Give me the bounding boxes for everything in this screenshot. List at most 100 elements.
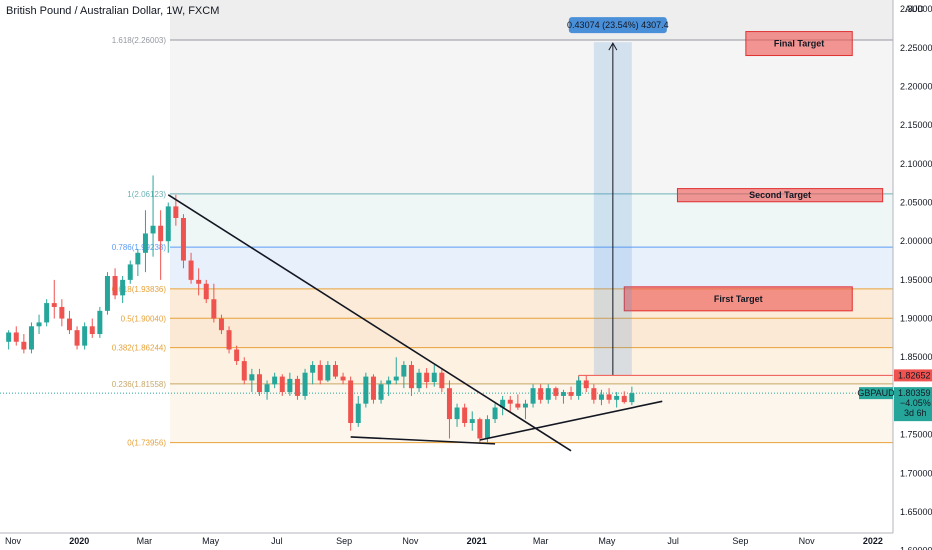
measure-arrow-head [608,42,618,51]
candle-body [59,306,65,319]
candle-body [74,330,80,346]
candle-body [44,303,50,323]
price-tick: 1.95000 [900,275,932,285]
candle-body [583,380,589,389]
candle-body [484,419,490,439]
candle-body [127,264,133,280]
candle-body [408,364,414,389]
price-axis[interactable]: 2.550002.500002.450002.400002.350002.300… [892,0,932,550]
time-tick: 2021 [467,536,487,546]
price-tick: 2.10000 [900,159,932,169]
fib-label: 0(1.73956) [127,439,166,448]
candle-body [477,419,483,439]
candle-body [135,252,141,265]
symbol-tag-label: GBPAUD [857,388,895,398]
measure-tool: 0.43074 (23.54%) 4307.4 [567,17,893,384]
candle-body [104,276,110,311]
candle-body [165,206,171,242]
target-zone [676,188,884,203]
candle-body [264,384,270,393]
target-zones: Final Target Second Target First Target [623,31,884,312]
candle-body [530,388,536,404]
candle-body [97,310,103,335]
candle-body [401,364,407,377]
candle-body [89,326,95,335]
target-label: Second Target [749,190,811,200]
candle-body [302,372,308,396]
candle-body [538,388,544,400]
candle-body [462,407,468,423]
candle-body [256,374,262,393]
target-zone [745,31,853,57]
resistance-tag [894,369,932,382]
fib-zone [170,318,893,348]
price-tick: 2.15000 [900,120,932,130]
candle-body [614,395,620,400]
candle-body [522,403,528,408]
candle-body [393,376,399,381]
candle-body [188,260,194,280]
fib-zone [170,40,893,194]
fib-label: 0.236(1.81558) [112,380,167,389]
fib-zones [170,0,893,443]
time-axis[interactable]: Nov 2020 Mar May Jul Sep Nov 2021 Mar May Jul Sep No… [0,532,893,546]
candle-body [272,376,278,385]
candle-body [629,393,635,403]
price-tick: 2.00000 [900,236,932,246]
candle-body [21,341,27,350]
candle-body [66,318,72,331]
time-tick: May [202,536,220,546]
candle-body [218,318,224,331]
time-tick: Nov [5,536,22,546]
candle-body [173,206,179,218]
candle-body [120,279,126,296]
trendlines [167,194,663,452]
candle-body [560,392,566,396]
time-tick: Sep [336,536,352,546]
price-tick: 2.20000 [900,81,932,91]
time-tick: 2020 [69,536,89,546]
candle-body [553,388,559,396]
fib-zone [170,247,893,289]
fib-zone [170,347,893,384]
candle-body [591,388,597,400]
time-tick: Jul [271,536,283,546]
candle-body [469,419,475,423]
candle-body [310,364,316,373]
trendline-ascending [479,400,663,441]
candle-body [325,364,331,381]
candle-body [621,395,627,403]
candle-body [606,394,612,400]
candle-body [355,403,361,423]
candle-body [150,225,156,234]
candle-body [241,361,247,381]
time-tick: May [598,536,616,546]
last-price-label: 1.80359 [898,388,931,398]
price-tick: 1.65000 [900,507,932,517]
candle-body [112,276,118,296]
trendline-descending [167,194,572,452]
candle-body [446,388,452,420]
candle-body [500,399,506,408]
candle-body [598,394,604,400]
candle-body [317,364,323,381]
candle-body [568,392,574,396]
candle-body [203,283,209,300]
currency-label: AUD [905,4,925,14]
price-tick: 1.70000 [900,468,932,478]
fib-label: 1(2.06123) [127,190,166,199]
price-tick: 2.25000 [900,43,932,53]
candle-body [431,372,437,382]
candle-body [82,326,88,346]
fib-zone [170,193,893,248]
fib-label: 0.5(1.90040) [121,314,167,323]
candle-body [492,407,498,420]
price-tick: 2.30000 [900,4,932,14]
candle-body [211,299,217,319]
fib-labels: 2(2.38291)1.618(2.26003)1(2.06123)0.786(… [112,36,167,448]
target-label: First Target [714,294,763,304]
fib-label: 0.382(1.86244) [112,344,167,353]
fib-label: 1.618(2.26003) [112,36,167,45]
